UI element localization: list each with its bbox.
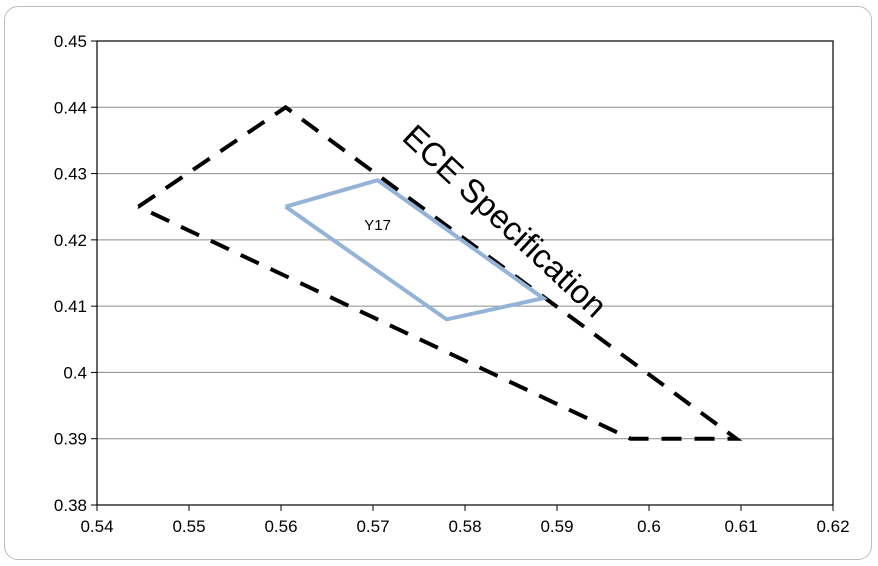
tick-labels-layer: 0.38 0.39 0.4 0.41 0.42 0.43 0.44 0.45 0.54 0.55 0… <box>54 32 850 536</box>
x-tick-label: 0.6 <box>637 517 661 536</box>
y-tick-label: 0.38 <box>54 496 87 515</box>
y-tick-label: 0.45 <box>54 32 87 51</box>
x-tick-label: 0.55 <box>172 517 205 536</box>
x-tick-label: 0.54 <box>80 517 113 536</box>
annotation-layer: ECE Specification Y17 <box>364 117 614 324</box>
series-line-ece-specification <box>137 104 743 441</box>
x-tick-label: 0.58 <box>448 517 481 536</box>
y-tick-label: 0.41 <box>54 297 87 316</box>
plot-area-border <box>96 40 834 506</box>
series-layer <box>137 104 743 441</box>
y-tick-label: 0.44 <box>54 98 87 117</box>
x-tick-label: 0.57 <box>356 517 389 536</box>
x-tick-label: 0.59 <box>540 517 573 536</box>
x-tick-label: 0.56 <box>264 517 297 536</box>
y-tick-label: 0.43 <box>54 165 87 184</box>
y-tick-label: 0.4 <box>63 363 87 382</box>
axes-layer <box>91 40 834 511</box>
chart-plot: ECE Specification Y17 0.38 0.39 0.4 0.41 0.42… <box>54 32 850 536</box>
x-tick-label: 0.61 <box>724 517 757 536</box>
x-tick-label: 0.62 <box>816 517 849 536</box>
annotation-y17: Y17 <box>364 217 391 234</box>
annotation-ece-specification: ECE Specification <box>396 117 614 324</box>
y-tick-label: 0.39 <box>54 430 87 449</box>
series-line-y17 <box>284 178 549 322</box>
y-tick-label: 0.42 <box>54 231 87 250</box>
chart-frame: ECE Specification Y17 0.38 0.39 0.4 0.41 0.42… <box>4 6 872 560</box>
